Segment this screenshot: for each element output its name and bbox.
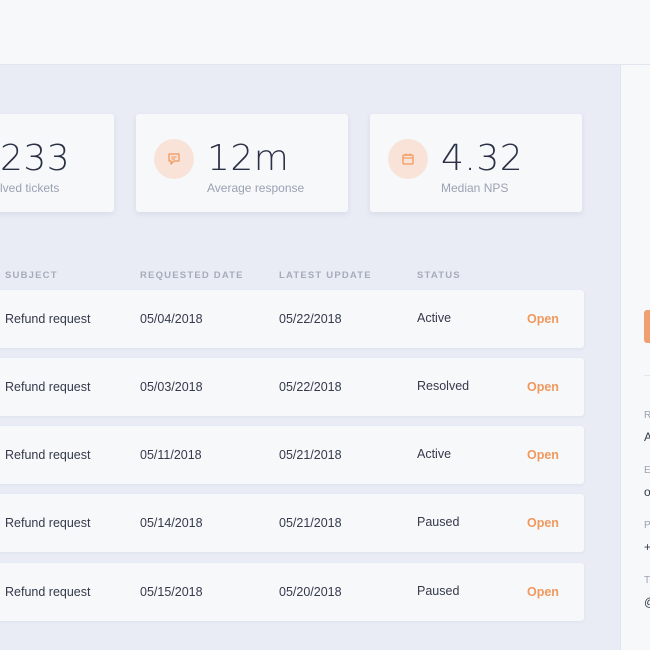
column-header-status[interactable]: STATUS <box>417 270 461 281</box>
detail-label: P <box>644 520 650 531</box>
row-status: Active <box>417 447 452 461</box>
row-subject: Refund request <box>5 516 91 530</box>
row-subject: Refund request <box>5 448 91 462</box>
row-status: Paused <box>417 584 460 598</box>
stat-label: Average response <box>207 181 305 195</box>
table-row[interactable]: Refund request 05/15/2018 05/20/2018 Pau… <box>0 563 584 621</box>
divider <box>644 375 650 376</box>
stat-card-response: 12m Average response <box>136 114 348 212</box>
open-link[interactable]: Open <box>527 312 559 326</box>
chat-icon <box>154 139 194 179</box>
stat-label: lved tickets <box>0 181 60 195</box>
column-header-subject[interactable]: SUBJECT <box>5 270 58 281</box>
top-bar <box>0 0 650 65</box>
table-row[interactable]: Refund request 05/14/2018 05/21/2018 Pau… <box>0 494 584 552</box>
table-row[interactable]: Refund request 05/04/2018 05/22/2018 Act… <box>0 290 584 348</box>
open-link[interactable]: Open <box>527 516 559 530</box>
row-latest-update: 05/22/2018 <box>279 380 342 394</box>
main-content: 233 lved tickets 12m Average response 4.… <box>0 65 620 650</box>
row-subject: Refund request <box>5 380 91 394</box>
stat-value: 4.32 <box>441 138 524 179</box>
primary-action-button[interactable] <box>644 310 650 343</box>
calendar-icon <box>388 139 428 179</box>
stat-card-nps: 4.32 Median NPS <box>370 114 582 212</box>
table-row[interactable]: Refund request 05/11/2018 05/21/2018 Act… <box>0 426 584 484</box>
row-latest-update: 05/21/2018 <box>279 448 342 462</box>
row-requested-date: 05/15/2018 <box>140 585 203 599</box>
row-latest-update: 05/21/2018 <box>279 516 342 530</box>
row-subject: Refund request <box>5 585 91 599</box>
row-requested-date: 05/11/2018 <box>140 448 202 462</box>
column-header-requested-date[interactable]: REQUESTED DATE <box>140 270 244 281</box>
column-header-latest-update[interactable]: LATEST UPDATE <box>279 270 372 281</box>
stat-label: Median NPS <box>441 181 509 195</box>
detail-value: A <box>644 430 650 444</box>
stat-card-resolved: 233 lved tickets <box>0 114 114 212</box>
row-status: Resolved <box>417 379 470 393</box>
stat-value: 12m <box>207 138 290 179</box>
row-requested-date: 05/04/2018 <box>140 312 203 326</box>
detail-label: T <box>644 575 650 586</box>
row-subject: Refund request <box>5 312 91 326</box>
open-link[interactable]: Open <box>527 380 559 394</box>
detail-panel: R A E o P + T @ <box>620 65 650 650</box>
detail-label: E <box>644 465 650 476</box>
row-requested-date: 05/14/2018 <box>140 516 203 530</box>
table-row[interactable]: Refund request 05/03/2018 05/22/2018 Res… <box>0 358 584 416</box>
open-link[interactable]: Open <box>527 448 559 462</box>
detail-value: o <box>644 485 650 499</box>
row-status: Active <box>417 311 452 325</box>
row-status: Paused <box>417 515 460 529</box>
detail-value: + <box>644 540 650 554</box>
detail-label: R <box>644 410 650 421</box>
row-latest-update: 05/22/2018 <box>279 312 342 326</box>
detail-value: @ <box>644 595 650 609</box>
row-latest-update: 05/20/2018 <box>279 585 342 599</box>
row-requested-date: 05/03/2018 <box>140 380 203 394</box>
stat-value: 233 <box>0 138 71 179</box>
open-link[interactable]: Open <box>527 585 559 599</box>
